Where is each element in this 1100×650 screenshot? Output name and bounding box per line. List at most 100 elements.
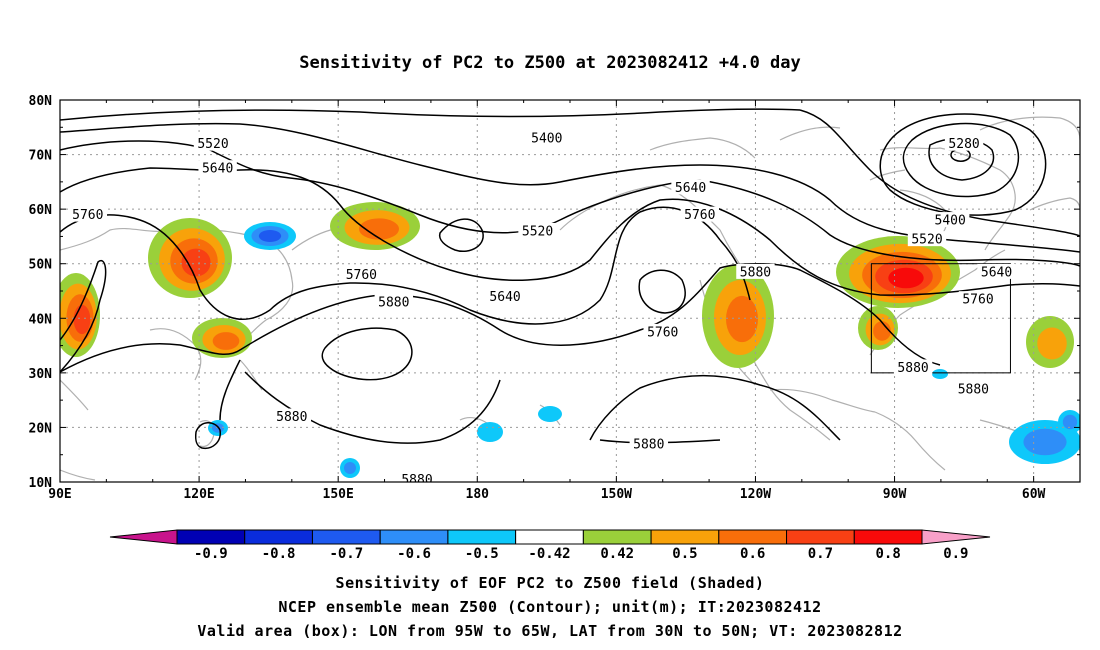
- colorbar-label: 0.9: [943, 546, 968, 562]
- contour-label-bg: [198, 160, 237, 176]
- lat-label: 20N: [29, 421, 53, 436]
- contour-label-bg: [930, 212, 970, 228]
- contour-label-bg: [944, 135, 984, 151]
- lon-label: 90E: [48, 487, 71, 502]
- valid-area-box: [870, 263, 1011, 374]
- colorbar-segment: [718, 529, 788, 545]
- lat-label: 80N: [29, 94, 53, 109]
- colorbar-label: -0.6: [397, 546, 431, 562]
- contour-label-bg: [485, 288, 525, 304]
- contour-label: 5880: [897, 361, 928, 376]
- contour-label-bg: [893, 359, 933, 375]
- caption-line-1: Sensitivity of EOF PC2 to Z500 field (Sh…: [335, 574, 765, 592]
- lon-label: 180: [466, 487, 490, 502]
- caption-line-3: Valid area (box): LON from 95W to 65W, L…: [197, 622, 903, 640]
- latitude-labels: 80N 70N 60N 50N 40N 30N 20N 10N: [29, 94, 53, 491]
- contour-label-bg: [671, 179, 710, 195]
- negative-sensitivity-patch: [932, 369, 948, 379]
- colorbar-label: 0.5: [672, 546, 697, 562]
- colorbar-label: -0.5: [465, 546, 499, 562]
- contour-label-bg: [527, 130, 567, 146]
- negative-sensitivity-patch: [477, 422, 503, 442]
- colorbar-label: 0.42: [600, 546, 634, 562]
- colorbar-segment: [447, 529, 517, 545]
- contour-label-bg: [736, 263, 775, 279]
- negative-sensitivity-patch: [1023, 428, 1067, 456]
- contour-label: 5640: [981, 265, 1012, 280]
- lat-label: 10N: [29, 476, 53, 491]
- contour-label: 5760: [684, 208, 715, 223]
- contour-label: 5880: [740, 265, 771, 280]
- lon-label: 120W: [740, 487, 771, 502]
- colorbar-segment: [786, 529, 855, 545]
- negative-sensitivity-patch: [344, 462, 356, 474]
- colorbar-segment: [853, 529, 923, 545]
- colorbar-label: -0.42: [528, 546, 570, 562]
- axis-ticks: [59, 99, 1081, 483]
- caption-line-2: NCEP ensemble mean Z500 (Contour); unit(…: [278, 598, 822, 616]
- positive-sensitivity-patch: [212, 332, 240, 350]
- colorbar: -0.9 -0.8 -0.7 -0.6 -0.5 -0.42 0.42 0.5 0.6 0.7 0.…: [109, 529, 991, 562]
- contour-label: 5760: [346, 268, 377, 283]
- colorbar-label: 0.6: [740, 546, 765, 562]
- colorbar-label: -0.8: [262, 546, 296, 562]
- negative-sensitivity-patch: [1062, 414, 1078, 430]
- lon-label: 90W: [883, 487, 907, 502]
- lat-label: 70N: [29, 149, 53, 164]
- contour-label-bg: [68, 206, 108, 222]
- colorbar-segment: [515, 529, 584, 545]
- contour-label: 5280: [948, 137, 979, 152]
- contour-label: 5880: [378, 295, 409, 310]
- colorbar-segment: [311, 529, 381, 545]
- lon-label: 120E: [183, 487, 214, 502]
- positive-sensitivity-patch: [181, 248, 211, 277]
- lat-label: 60N: [29, 203, 53, 218]
- colorbar-segment: [582, 529, 652, 545]
- contour-label-bg: [342, 266, 381, 282]
- contour-label-bg: [193, 135, 233, 151]
- colorbar-label: -0.9: [194, 546, 228, 562]
- colorbar-label: 0.7: [808, 546, 833, 562]
- contour-label: 5400: [531, 132, 562, 147]
- colorbar-low-triangle: [109, 529, 178, 545]
- contour-label-bg: [518, 222, 557, 238]
- positive-sensitivity-patch: [888, 267, 924, 289]
- colorbar-label: 0.8: [875, 546, 900, 562]
- colorbar-segment: [650, 529, 720, 545]
- longitude-labels: 90E 120E 150E 180 150W 120W 90W 60W: [48, 487, 1045, 502]
- contour-label: 5640: [675, 181, 706, 196]
- lat-label: 30N: [29, 367, 53, 382]
- contour-label: 5880: [276, 410, 307, 425]
- contour-label-bg: [272, 408, 312, 424]
- contour-label: 5880: [958, 383, 989, 398]
- contour-label-bg: [907, 231, 947, 247]
- colorbar-segment: [244, 529, 313, 545]
- lon-label: 60W: [1022, 487, 1046, 502]
- colorbar-label: -0.7: [329, 546, 363, 562]
- negative-sensitivity-patch: [258, 230, 282, 242]
- colorbar-high-triangle: [921, 529, 991, 545]
- contour-label-bg: [680, 206, 720, 222]
- contour-label-bg: [397, 471, 437, 482]
- colorbar-segment: [176, 529, 246, 545]
- contour-label: 5520: [197, 137, 228, 152]
- lon-label: 150W: [601, 487, 632, 502]
- lat-label: 50N: [29, 258, 53, 273]
- positive-sensitivity-patch: [1037, 327, 1067, 360]
- positive-sensitivity-patch: [73, 304, 91, 335]
- contour-label: 5880: [633, 437, 664, 452]
- contour-label-bg: [374, 293, 414, 309]
- contour-label: 5760: [72, 208, 103, 223]
- contour-label: 5520: [911, 233, 942, 248]
- lon-label: 150E: [323, 487, 354, 502]
- contour-label-bg: [954, 381, 993, 397]
- contour-label: 5400: [935, 214, 966, 229]
- contour-label-bg: [643, 323, 682, 339]
- colorbar-segment: [379, 529, 449, 545]
- contour-label: 5520: [522, 224, 553, 239]
- contour-labels: 5520 5640 5400 5280 5760 5640 5760 5520 5400 5520…: [68, 130, 1016, 482]
- contour-label-bg: [977, 263, 1016, 279]
- positive-sensitivity-patch: [873, 321, 891, 341]
- contour-label: 5640: [202, 162, 233, 177]
